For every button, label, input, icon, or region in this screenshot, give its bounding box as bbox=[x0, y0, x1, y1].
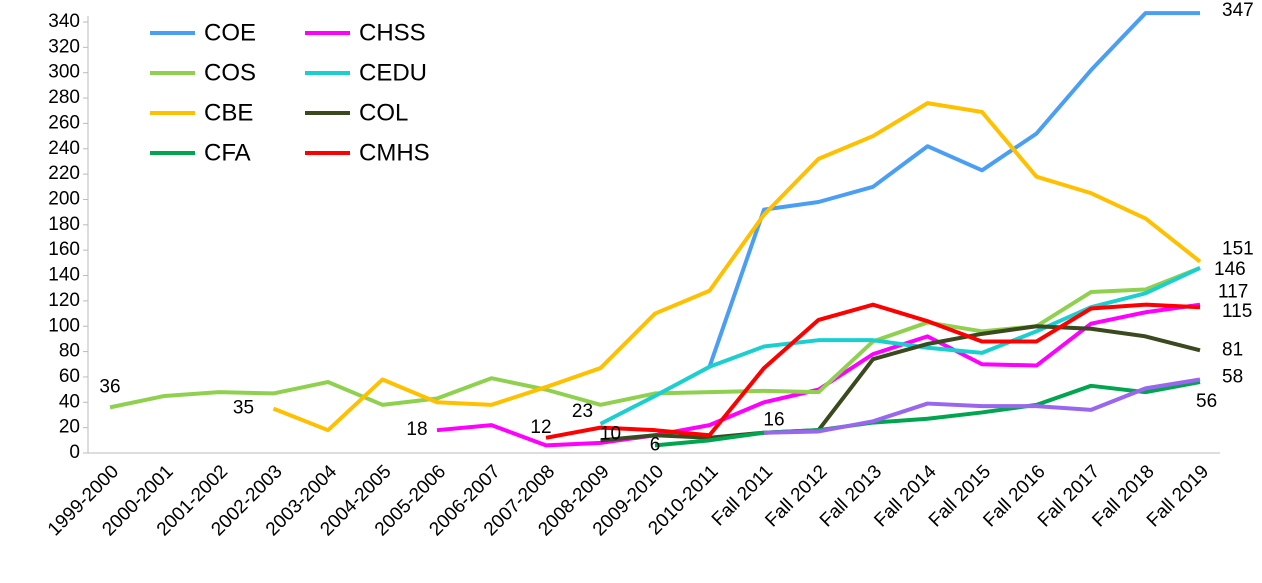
data-label: 347 bbox=[1222, 0, 1254, 21]
y-tick-label: 120 bbox=[48, 290, 80, 311]
data-label: 6 bbox=[650, 434, 661, 455]
y-tick-label: 200 bbox=[48, 188, 80, 209]
series-line bbox=[599, 266, 1201, 426]
y-tick-label: 180 bbox=[48, 214, 80, 235]
y-tick-label: 140 bbox=[48, 265, 80, 286]
series-line bbox=[654, 380, 1201, 448]
data-label: 81 bbox=[1222, 339, 1243, 360]
y-tick-label: 340 bbox=[48, 11, 80, 32]
data-label: 117 bbox=[1218, 282, 1248, 303]
data-label: 151 bbox=[1222, 239, 1254, 260]
legend-text: CBE bbox=[204, 99, 253, 126]
data-label: 56 bbox=[1196, 391, 1217, 412]
y-tick-label: 100 bbox=[48, 315, 80, 336]
y-tick-label: 160 bbox=[48, 239, 80, 260]
y-tick-label: 220 bbox=[48, 163, 80, 184]
y-tick-label: 240 bbox=[48, 138, 80, 159]
series-line bbox=[600, 324, 1201, 443]
data-label: 16 bbox=[763, 410, 784, 431]
y-tick-label: 260 bbox=[48, 112, 80, 133]
data-label: 36 bbox=[99, 376, 120, 397]
series-line bbox=[545, 302, 1201, 440]
legend-text: CMHS bbox=[359, 139, 430, 166]
y-tick-label: 20 bbox=[59, 417, 80, 438]
data-label: 115 bbox=[1222, 301, 1252, 322]
series-line bbox=[272, 101, 1202, 433]
y-tick-label: 40 bbox=[59, 391, 80, 412]
y-tick-label: 320 bbox=[48, 36, 80, 57]
legend-text: COS bbox=[204, 59, 256, 86]
y-tick-label: 0 bbox=[69, 442, 80, 463]
legend-text: CFA bbox=[204, 139, 251, 166]
y-tick-label: 280 bbox=[48, 87, 80, 108]
series-line bbox=[707, 11, 1200, 368]
legend-text: COL bbox=[359, 99, 408, 126]
series-line bbox=[763, 377, 1201, 435]
y-tick-label: 80 bbox=[59, 341, 80, 362]
legend-text: CHSS bbox=[359, 19, 426, 46]
y-tick-label: 60 bbox=[59, 366, 80, 387]
y-tick-label: 300 bbox=[48, 62, 80, 83]
data-label: 23 bbox=[572, 401, 593, 422]
legend-text: COE bbox=[204, 19, 256, 46]
data-label: 58 bbox=[1222, 366, 1243, 387]
legend-text: CEDU bbox=[359, 59, 427, 86]
data-label: 10 bbox=[600, 423, 621, 444]
data-label: 18 bbox=[406, 419, 427, 440]
data-label: 35 bbox=[233, 398, 254, 419]
data-label: 12 bbox=[530, 417, 551, 438]
series-line bbox=[109, 266, 1201, 410]
data-label: 146 bbox=[1214, 259, 1246, 280]
